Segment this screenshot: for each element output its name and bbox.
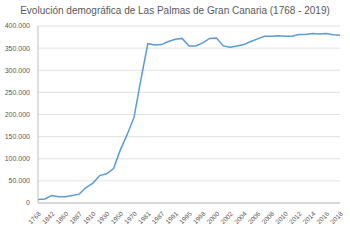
svg-text:300.000: 300.000 [8, 67, 30, 74]
svg-text:350.000: 350.000 [8, 45, 30, 52]
svg-text:1995: 1995 [178, 210, 193, 225]
svg-text:100.000: 100.000 [8, 155, 30, 162]
svg-text:1991: 1991 [164, 210, 179, 225]
svg-text:1910: 1910 [82, 210, 97, 225]
svg-text:2006: 2006 [246, 210, 261, 225]
svg-text:2000: 2000 [205, 210, 220, 225]
svg-text:1887: 1887 [68, 210, 83, 225]
svg-text:1860: 1860 [54, 210, 69, 225]
svg-text:50.000: 50.000 [9, 177, 31, 184]
svg-text:2008: 2008 [260, 210, 275, 225]
svg-text:0: 0 [26, 199, 30, 206]
svg-text:2004: 2004 [233, 210, 248, 225]
svg-text:1768: 1768 [27, 210, 42, 225]
svg-text:2002: 2002 [219, 210, 234, 225]
svg-text:200.000: 200.000 [8, 111, 30, 118]
svg-text:2016: 2016 [315, 210, 330, 225]
svg-text:2010: 2010 [274, 210, 289, 225]
svg-text:2014: 2014 [301, 210, 316, 225]
svg-text:1987: 1987 [150, 210, 165, 225]
html-text:Evolución demográfica de Las P: Evolución demográfica de Las Palmas de G… [20, 5, 330, 16]
svg-text:400.000: 400.000 [8, 22, 30, 29]
svg-text:250.000: 250.000 [8, 89, 30, 96]
svg-text:1970: 1970 [123, 210, 138, 225]
svg-text:2012: 2012 [288, 210, 303, 225]
svg-text:150.000: 150.000 [8, 133, 30, 140]
svg-text:1842: 1842 [41, 210, 56, 225]
svg-text:1950: 1950 [109, 210, 124, 225]
svg-text:1930: 1930 [95, 210, 110, 225]
svg-text:1981: 1981 [137, 210, 152, 225]
svg-text:1998: 1998 [192, 210, 207, 225]
svg-text:2018: 2018 [329, 210, 342, 225]
